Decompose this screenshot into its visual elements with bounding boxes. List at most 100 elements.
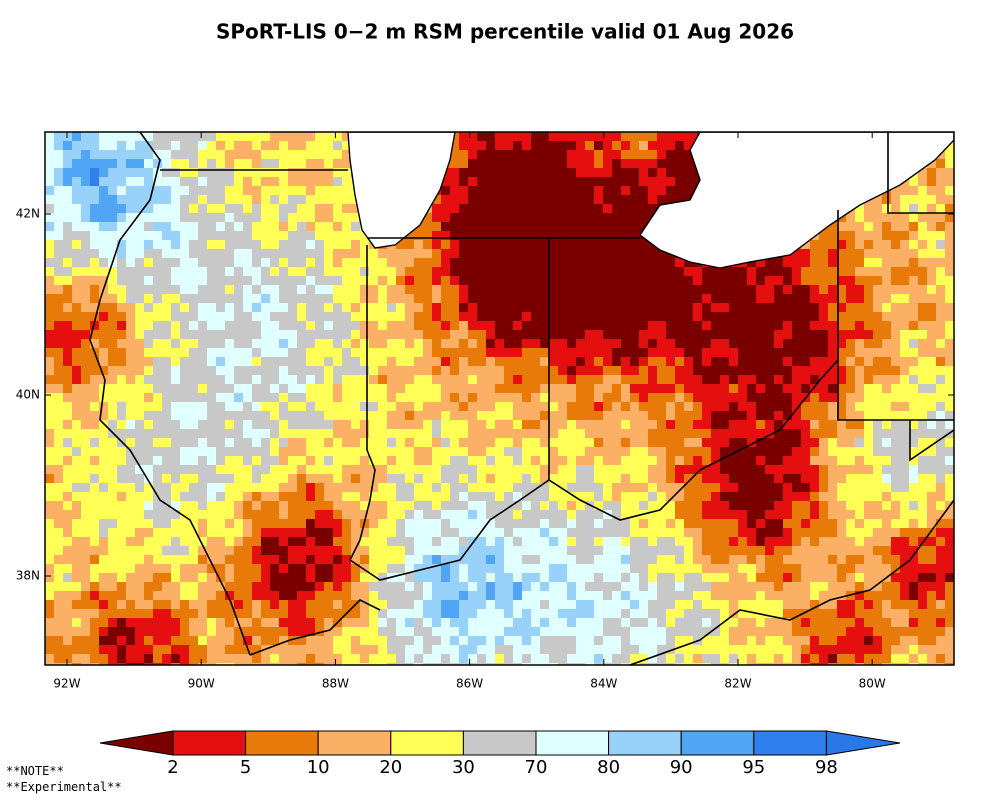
field-cell [270, 447, 280, 457]
field-cell [297, 312, 307, 322]
field-cell [711, 321, 721, 331]
field-cell [855, 447, 865, 457]
field-cell [936, 231, 946, 241]
field-cell [837, 420, 847, 430]
field-cell [792, 438, 802, 448]
field-cell [792, 519, 802, 529]
field-cell [828, 258, 838, 268]
field-cell [441, 510, 451, 520]
field-cell [567, 366, 577, 376]
field-cell [171, 159, 181, 169]
field-cell [504, 132, 514, 142]
field-cell [918, 177, 928, 187]
field-cell [378, 357, 388, 367]
field-cell [234, 150, 244, 160]
field-cell [198, 456, 208, 466]
field-cell [612, 402, 622, 412]
field-cell [891, 384, 901, 394]
field-cell [387, 564, 397, 574]
field-cell [666, 276, 676, 286]
field-cell [549, 258, 559, 268]
field-cell [486, 393, 496, 403]
field-cell [693, 285, 703, 295]
field-cell [531, 564, 541, 574]
field-cell [900, 528, 910, 538]
field-cell [531, 411, 541, 421]
field-cell [306, 483, 316, 493]
field-cell [549, 492, 559, 502]
field-cell [711, 330, 721, 340]
field-cell [711, 456, 721, 466]
field-cell [450, 510, 460, 520]
field-cell [513, 555, 523, 565]
field-cell [891, 267, 901, 277]
field-cell [180, 519, 190, 529]
field-cell [459, 492, 469, 502]
field-cell [342, 393, 352, 403]
field-cell [261, 195, 271, 205]
field-cell [666, 159, 676, 169]
field-cell [666, 438, 676, 448]
field-cell [450, 294, 460, 304]
field-cell [81, 258, 91, 268]
field-cell [630, 159, 640, 169]
field-cell [657, 168, 667, 178]
field-cell [522, 474, 532, 484]
field-cell [162, 366, 172, 376]
field-cell [477, 537, 487, 547]
field-cell [504, 366, 514, 376]
field-cell [459, 411, 469, 421]
field-cell [144, 375, 154, 385]
field-cell [243, 267, 253, 277]
field-cell [315, 150, 325, 160]
field-cell [522, 384, 532, 394]
field-cell [936, 159, 946, 169]
field-cell [162, 159, 172, 169]
field-cell [216, 546, 226, 556]
field-cell [63, 330, 73, 340]
field-cell [432, 519, 442, 529]
field-cell [90, 168, 100, 178]
field-cell [270, 186, 280, 196]
field-cell [864, 438, 874, 448]
field-cell [225, 177, 235, 187]
field-cell [90, 186, 100, 196]
field-cell [162, 564, 172, 574]
field-cell [99, 141, 109, 151]
field-cell [540, 330, 550, 340]
field-cell [468, 411, 478, 421]
field-cell [792, 456, 802, 466]
field-cell [108, 231, 118, 241]
field-cell [504, 402, 514, 412]
field-cell [900, 213, 910, 223]
field-cell [414, 438, 424, 448]
field-cell [423, 222, 433, 232]
field-cell [495, 384, 505, 394]
field-cell [576, 204, 586, 214]
field-cell [891, 276, 901, 286]
field-cell [639, 294, 649, 304]
field-cell [108, 330, 118, 340]
field-cell [657, 321, 667, 331]
field-cell [648, 456, 658, 466]
field-cell [414, 357, 424, 367]
field-cell [819, 375, 829, 385]
field-cell [603, 132, 613, 142]
field-cell [675, 420, 685, 430]
field-cell [513, 546, 523, 556]
field-cell [540, 546, 550, 556]
field-cell [81, 465, 91, 475]
field-cell [558, 339, 568, 349]
field-cell [459, 438, 469, 448]
field-cell [864, 546, 874, 556]
field-cell [144, 483, 154, 493]
field-cell [153, 177, 163, 187]
field-cell [891, 474, 901, 484]
field-cell [63, 249, 73, 259]
field-cell [108, 573, 118, 583]
field-cell [279, 510, 289, 520]
field-cell [747, 357, 757, 367]
field-cell [648, 429, 658, 439]
field-cell [180, 276, 190, 286]
field-cell [261, 222, 271, 232]
